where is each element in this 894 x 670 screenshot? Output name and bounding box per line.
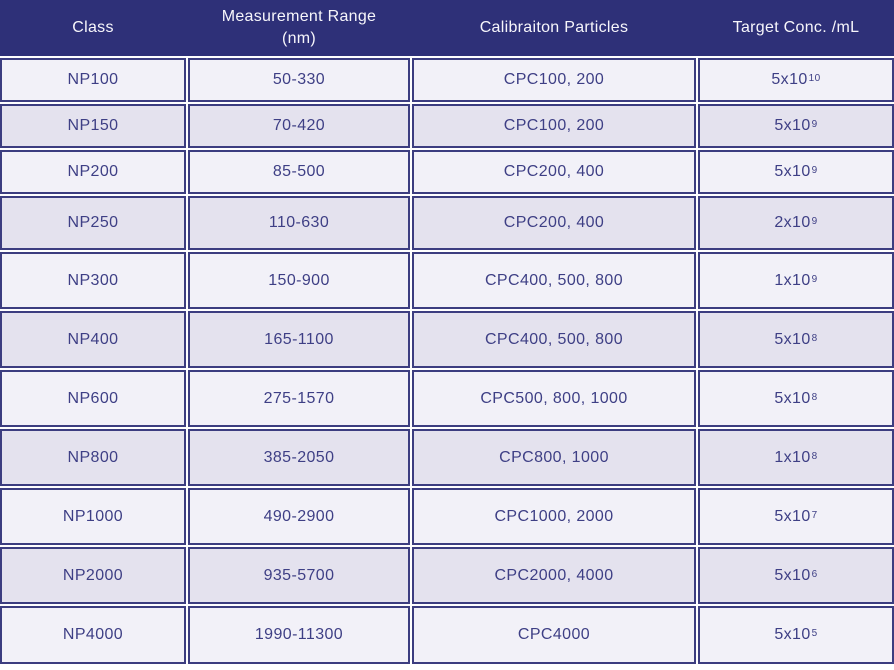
cell-particles: CPC500, 800, 1000 — [412, 370, 696, 427]
cell-conc: 2x10 9 — [698, 196, 894, 250]
table-row: NP1000 490-2900 CPC1000, 2000 5x10 7 — [0, 488, 894, 545]
conc-base: 5x10 — [774, 330, 811, 348]
cell-conc: 5x10 10 — [698, 58, 894, 102]
cell-conc: 5x10 8 — [698, 370, 894, 427]
cell-range: 165-1100 — [188, 311, 410, 368]
table-row: NP600 275-1570 CPC500, 800, 1000 5x10 8 — [0, 370, 894, 427]
cell-range: 70-420 — [188, 104, 410, 148]
cell-range: 385-2050 — [188, 429, 410, 486]
cell-particles: CPC4000 — [412, 606, 696, 664]
conc-base: 5x10 — [774, 626, 811, 643]
cell-conc: 5x10 6 — [698, 547, 894, 604]
table-row: NP400 165-1100 CPC400, 500, 800 5x10 8 — [0, 311, 894, 368]
conc-base: 1x10 — [774, 448, 811, 466]
column-header-class: Class — [0, 0, 186, 56]
table-row: NP100 50-330 CPC100, 200 5x10 10 — [0, 58, 894, 102]
cell-conc: 5x10 8 — [698, 311, 894, 368]
cell-particles: CPC400, 500, 800 — [412, 252, 696, 309]
table-row: NP300 150-900 CPC400, 500, 800 1x10 9 — [0, 252, 894, 309]
cell-particles: CPC200, 400 — [412, 196, 696, 250]
cell-conc: 5x10 7 — [698, 488, 894, 545]
cell-particles: CPC200, 400 — [412, 150, 696, 194]
cell-particles: CPC1000, 2000 — [412, 488, 696, 545]
column-header-target-conc: Target Conc. /mL — [698, 0, 894, 56]
cell-class: NP300 — [0, 252, 186, 309]
cell-conc: 1x10 9 — [698, 252, 894, 309]
cell-particles: CPC100, 200 — [412, 58, 696, 102]
conc-base: 5x10 — [774, 389, 811, 407]
cell-class: NP1000 — [0, 488, 186, 545]
cell-class: NP800 — [0, 429, 186, 486]
cell-class: NP200 — [0, 150, 186, 194]
column-header-class-label: Class — [72, 19, 114, 37]
cell-particles: CPC100, 200 — [412, 104, 696, 148]
cell-class: NP150 — [0, 104, 186, 148]
table-row: NP200 85-500 CPC200, 400 5x10 9 — [0, 150, 894, 194]
table-row: NP800 385-2050 CPC800, 1000 1x10 8 — [0, 429, 894, 486]
cell-conc: 5x10 9 — [698, 104, 894, 148]
table-row: NP150 70-420 CPC100, 200 5x10 9 — [0, 104, 894, 148]
column-header-target-label: Target Conc. /mL — [732, 19, 860, 37]
cell-conc: 5x10 9 — [698, 150, 894, 194]
cell-conc: 5x10 5 — [698, 606, 894, 664]
table-row: NP4000 1990-11300 CPC4000 5x10 5 — [0, 606, 894, 664]
conc-base: 5x10 — [774, 163, 811, 180]
cell-range: 935-5700 — [188, 547, 410, 604]
conc-base: 5x10 — [774, 566, 811, 584]
conc-base: 1x10 — [774, 271, 811, 289]
cell-range: 50-330 — [188, 58, 410, 102]
cell-range: 275-1570 — [188, 370, 410, 427]
cell-conc: 1x10 8 — [698, 429, 894, 486]
table-header-row: Class Measurement Range (nm) Calibraiton… — [0, 0, 894, 56]
table-row: NP250 110-630 CPC200, 400 2x10 9 — [0, 196, 894, 250]
cell-class: NP400 — [0, 311, 186, 368]
cell-class: NP4000 — [0, 606, 186, 664]
cell-range: 1990-11300 — [188, 606, 410, 664]
cell-class: NP250 — [0, 196, 186, 250]
cell-particles: CPC800, 1000 — [412, 429, 696, 486]
cell-range: 85-500 — [188, 150, 410, 194]
cell-range: 150-900 — [188, 252, 410, 309]
conc-base: 2x10 — [774, 214, 811, 231]
column-header-measurement-range: Measurement Range (nm) — [188, 0, 410, 56]
column-header-calibration-particles: Calibraiton Particles — [412, 0, 696, 56]
cell-range: 490-2900 — [188, 488, 410, 545]
conc-base: 5x10 — [774, 117, 811, 134]
table-row: NP2000 935-5700 CPC2000, 4000 5x10 6 — [0, 547, 894, 604]
column-header-range-line1: Measurement Range — [221, 8, 377, 26]
cell-class: NP600 — [0, 370, 186, 427]
table-body: NP100 50-330 CPC100, 200 5x10 10 NP150 70… — [0, 58, 894, 664]
column-header-range-line2: (nm) — [281, 30, 317, 47]
conc-base: 5x10 — [774, 507, 811, 525]
cell-range: 110-630 — [188, 196, 410, 250]
conc-base: 5x10 — [771, 71, 808, 88]
cell-particles: CPC2000, 4000 — [412, 547, 696, 604]
column-header-particles-label: Calibraiton Particles — [479, 19, 629, 37]
cell-class: NP100 — [0, 58, 186, 102]
cell-particles: CPC400, 500, 800 — [412, 311, 696, 368]
cell-class: NP2000 — [0, 547, 186, 604]
